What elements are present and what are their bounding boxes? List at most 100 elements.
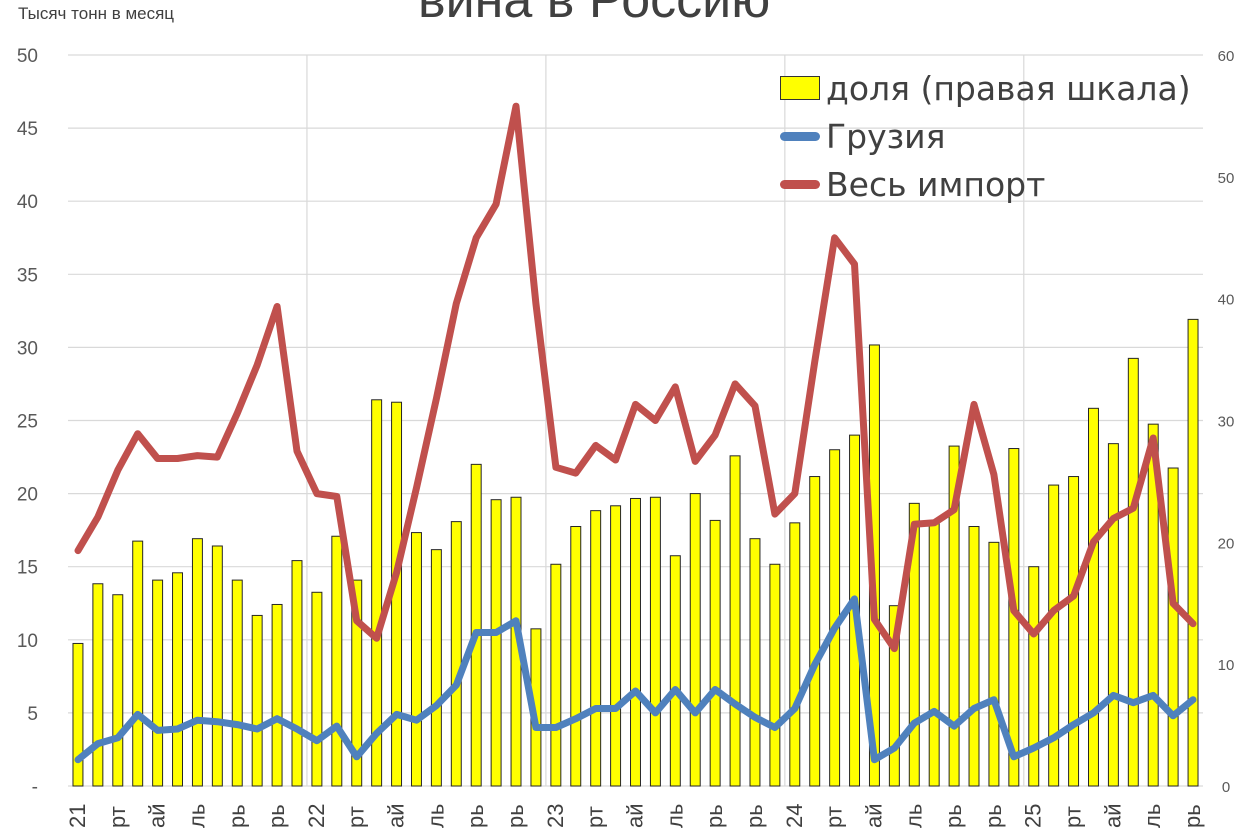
bar-share: [231, 579, 243, 787]
bar-share: [331, 535, 343, 787]
y-left-tick-label: 50: [17, 46, 38, 67]
x-tick-label: рт: [822, 806, 847, 828]
bar-share: [948, 445, 960, 787]
x-tick-label: ай: [384, 803, 409, 828]
bar-share: [1127, 357, 1139, 787]
x-tick-label: ль: [184, 804, 209, 828]
x-tick-label: рь: [742, 804, 767, 828]
bar-share: [211, 545, 223, 787]
y-left-tick-label: 15: [17, 558, 38, 579]
bar-share: [988, 541, 1000, 787]
bar-share: [669, 555, 681, 787]
y-axis-left-title: Тысяч тонн в месяц: [18, 4, 175, 23]
legend-item-georgia: Грузия: [780, 116, 945, 156]
y-right-tick-label: 50: [1218, 170, 1235, 187]
y-left-tick-label: 25: [17, 412, 38, 433]
x-tick-label: рь: [981, 804, 1006, 828]
bar-share: [490, 499, 502, 787]
y-right-tick-label: 0: [1222, 779, 1230, 796]
x-tick-label: ай: [145, 803, 170, 828]
bar-share: [112, 594, 124, 787]
y-left-tick-label: 20: [17, 485, 38, 506]
legend-item-share: доля (правая шкала): [780, 68, 1191, 108]
bar-share: [789, 522, 801, 787]
line-series-layer: [74, 102, 1197, 764]
bar-share: [749, 538, 761, 787]
bar-share: [928, 522, 940, 787]
legend: доля (правая шкала) Грузия Весь импорт: [780, 66, 1220, 216]
bar-share: [291, 560, 303, 787]
x-tick-label: 22: [304, 804, 329, 828]
bar-share: [1048, 484, 1060, 787]
bar-share: [630, 497, 641, 787]
y-right-tick-label: 30: [1218, 414, 1235, 431]
bar-share: [689, 493, 701, 787]
bar-share: [610, 505, 622, 787]
x-tick-label: рт: [344, 806, 369, 828]
bar-share: [769, 563, 781, 787]
bar-share: [251, 614, 263, 787]
legend-swatch-share: [780, 76, 820, 100]
bar-share: [152, 579, 164, 787]
x-tick-label: ай: [623, 803, 648, 828]
bar-share: [1187, 318, 1199, 787]
x-tick-label: 21: [65, 804, 90, 828]
x-tick-label: рь: [941, 804, 966, 828]
bar-share: [888, 605, 900, 787]
x-tick-label: ай: [1100, 803, 1125, 828]
bar-share: [968, 525, 980, 787]
x-tick-label: рь: [702, 804, 727, 828]
bar-share: [1107, 443, 1119, 787]
bar-share: [410, 532, 422, 787]
x-tick-label: рь: [463, 804, 488, 828]
bar-share: [1028, 566, 1040, 787]
y-left-tick-label: 40: [17, 192, 38, 213]
x-tick-label: рт: [1061, 806, 1086, 828]
line-georgia: [74, 595, 1197, 764]
x-tick-label: рь: [264, 804, 289, 828]
bar-share: [132, 540, 144, 787]
y-right-tick-label: 10: [1218, 657, 1235, 674]
y-right-tick-label: 60: [1218, 48, 1235, 65]
bar-share: [172, 572, 183, 787]
bar-share: [570, 525, 582, 787]
bar-share: [311, 591, 323, 787]
gridlines: [68, 54, 1203, 787]
bar-share: [1167, 467, 1179, 787]
legend-label-georgia: Грузия: [826, 116, 946, 156]
x-tick-label: рт: [105, 806, 130, 828]
x-tick-label: 23: [543, 804, 568, 828]
x-tick-label: рь: [503, 804, 528, 828]
y-left-tick-label: 5: [27, 704, 38, 725]
x-tick-label: 24: [782, 804, 807, 828]
bar-share: [271, 603, 283, 787]
bar-share: [371, 399, 383, 787]
bar-share: [92, 583, 104, 787]
x-tick-label: рт: [583, 806, 608, 828]
bar-share: [590, 510, 602, 787]
bar-share: [191, 538, 203, 787]
x-tick-label: ль: [1140, 804, 1165, 828]
bar-share: [430, 549, 442, 787]
chart-title: вина в Россию: [418, 0, 771, 29]
legend-label-total-import: Весь импорт: [826, 164, 1046, 204]
x-tick-label: ль: [662, 804, 687, 828]
y-left-tick-label: 35: [17, 265, 38, 286]
bar-share: [351, 579, 363, 787]
bar-series-share: [72, 318, 1199, 787]
bar-share: [1068, 476, 1080, 787]
bar-share: [908, 502, 920, 787]
bar-share: [649, 496, 661, 787]
x-tick-label: ай: [861, 803, 886, 828]
y-left-tick-label: 10: [17, 631, 38, 652]
x-tick-label: рь: [1180, 804, 1205, 828]
y-right-tick-label: 40: [1218, 292, 1235, 309]
x-tick-label: рь: [224, 804, 249, 828]
y-left-tick-label: 45: [17, 119, 38, 140]
x-tick-label: ль: [423, 804, 448, 828]
bar-share: [72, 642, 84, 787]
x-tick-label: 25: [1021, 804, 1046, 828]
line-total-import: [74, 102, 1197, 653]
